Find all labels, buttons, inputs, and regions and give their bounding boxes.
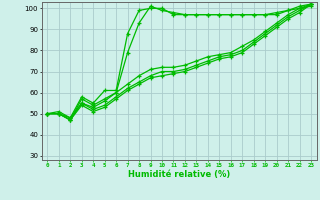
X-axis label: Humidité relative (%): Humidité relative (%) [128,170,230,179]
